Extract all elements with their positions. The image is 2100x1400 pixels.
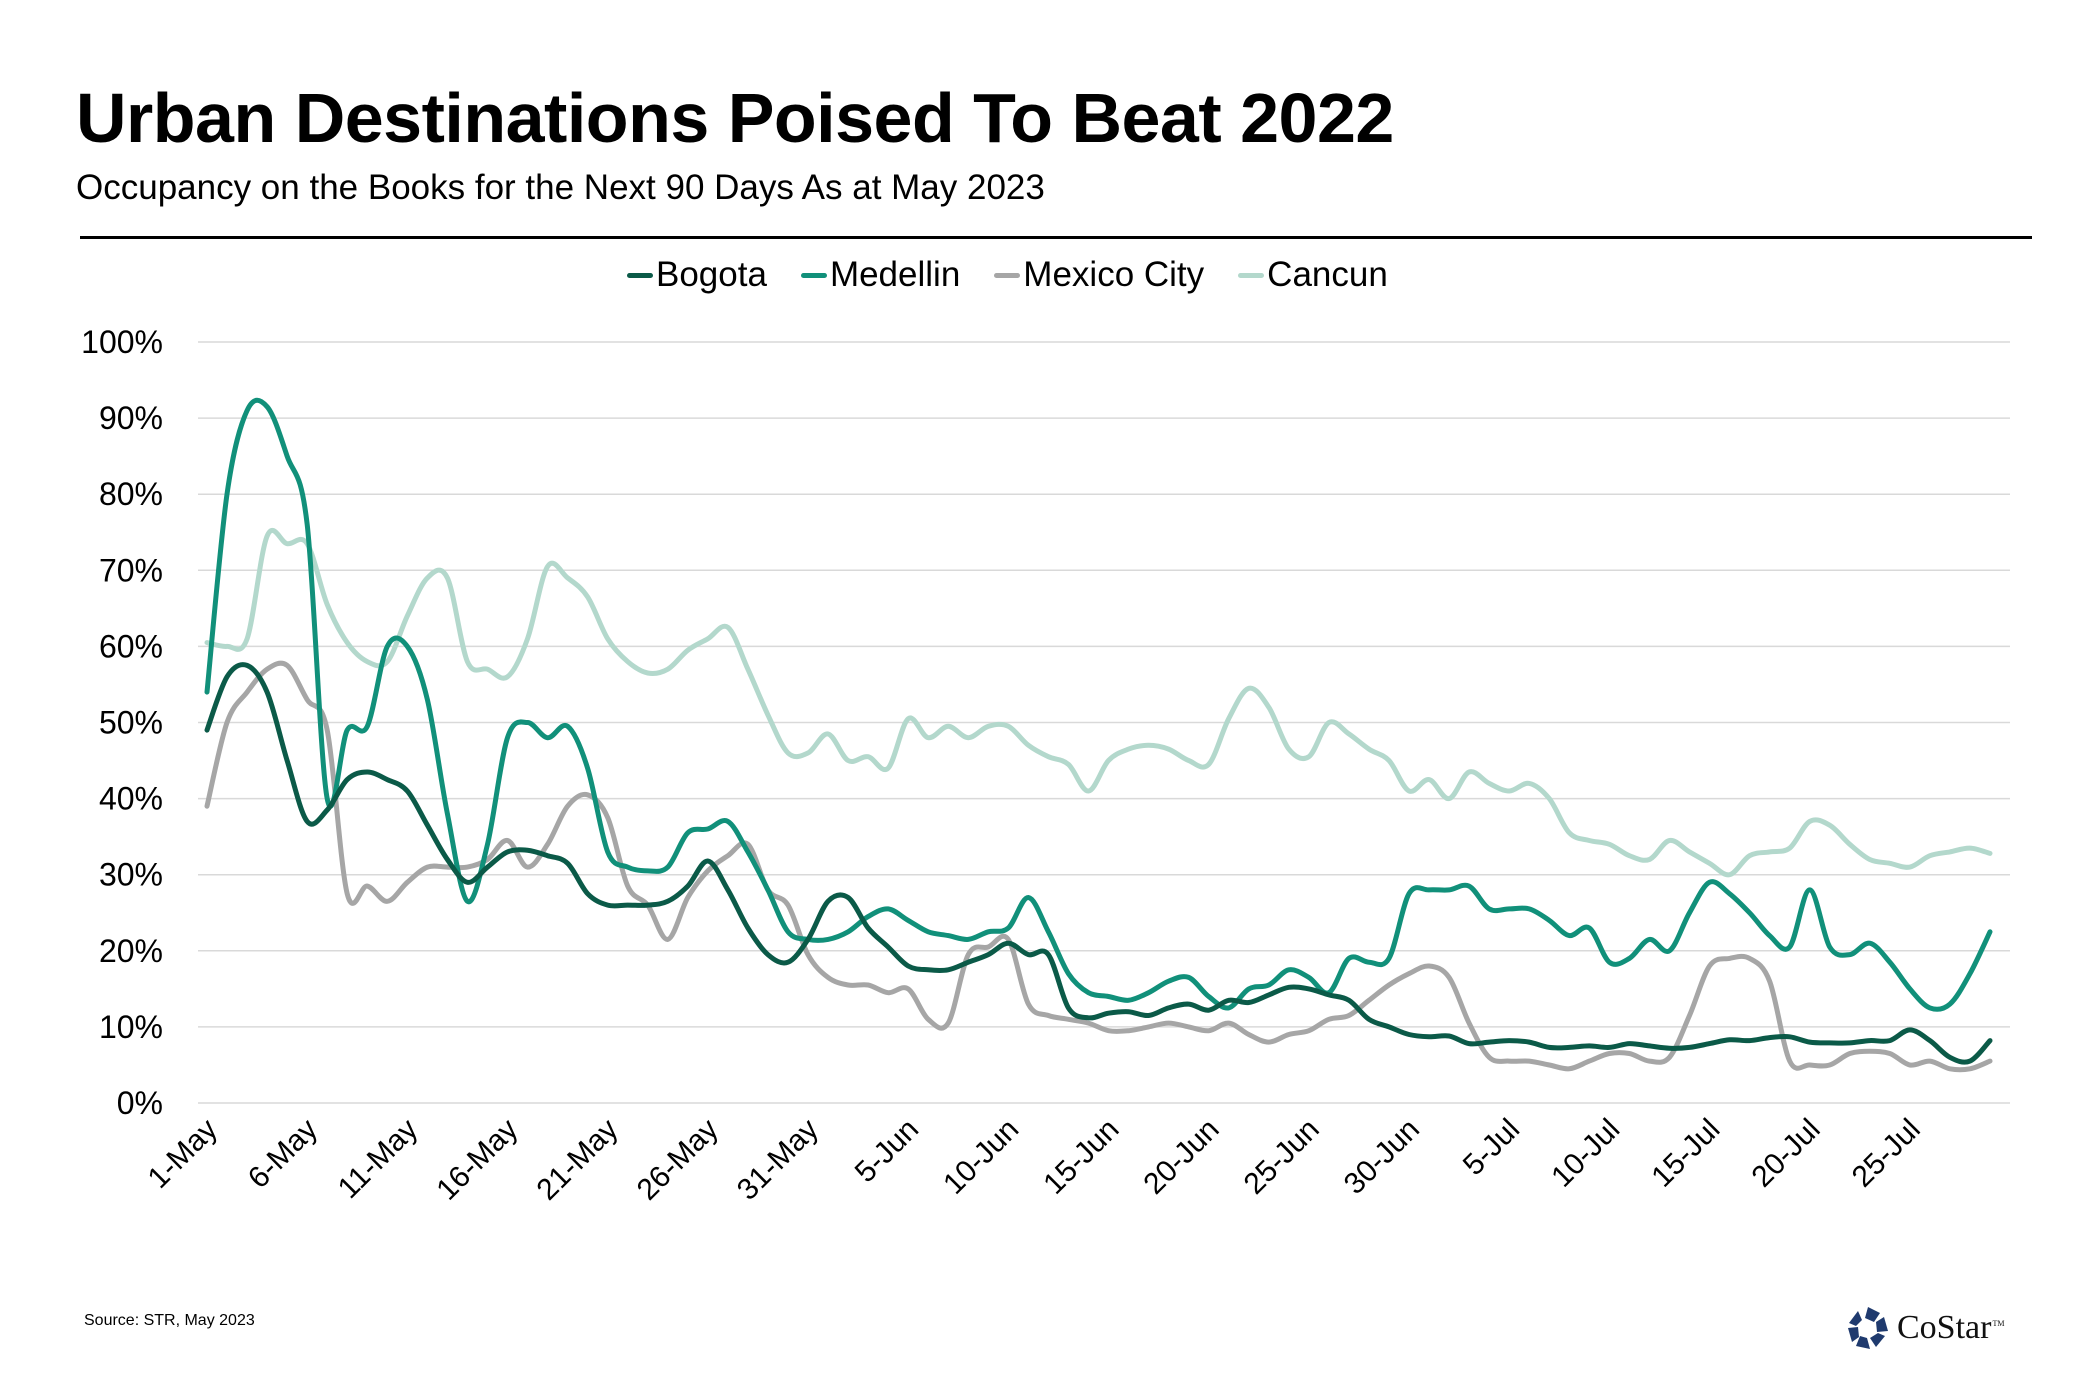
y-tick-label: 90% bbox=[99, 400, 163, 436]
y-tick-label: 100% bbox=[81, 324, 163, 360]
series-line-cancun bbox=[207, 530, 1990, 874]
x-tick-label: 6-May bbox=[242, 1113, 324, 1195]
x-tick-label: 10-Jun bbox=[937, 1113, 1025, 1201]
y-tick-label: 20% bbox=[99, 933, 163, 969]
costar-logo: CoStarTM bbox=[1845, 1305, 2004, 1351]
x-tick-label: 31-May bbox=[731, 1113, 825, 1207]
y-tick-label: 60% bbox=[99, 628, 163, 664]
series-line-medellin bbox=[207, 400, 1990, 1009]
x-tick-label: 16-May bbox=[430, 1113, 524, 1207]
x-tick-label: 30-Jun bbox=[1338, 1113, 1426, 1201]
x-tick-label: 11-May bbox=[332, 1113, 424, 1205]
x-tick-label: 20-Jul bbox=[1746, 1113, 1827, 1194]
y-tick-label: 70% bbox=[99, 552, 163, 588]
x-tick-label: 25-Jun bbox=[1238, 1113, 1326, 1201]
x-tick-label: 20-Jun bbox=[1137, 1113, 1225, 1201]
x-axis-ticks: 1-May 6-May 11-May 16-May 21-May 26-May 31-May… bbox=[142, 1113, 1927, 1207]
series-lines bbox=[207, 400, 1990, 1069]
y-axis-ticks: 0% 10% 20% 30% 40% 50% 60% 70% 80% 90% 100% bbox=[81, 324, 163, 1121]
y-tick-label: 80% bbox=[99, 476, 163, 512]
y-tick-label: 50% bbox=[99, 705, 163, 741]
logo-text: CoStarTM bbox=[1897, 1309, 2004, 1347]
source-note: Source: STR, May 2023 bbox=[84, 1312, 255, 1330]
y-tick-label: 40% bbox=[99, 781, 163, 817]
x-tick-label: 26-May bbox=[631, 1113, 725, 1207]
y-tick-label: 30% bbox=[99, 857, 163, 893]
x-tick-label: 21-May bbox=[531, 1113, 625, 1207]
x-tick-label: 10-Jul bbox=[1545, 1113, 1626, 1194]
gridlines bbox=[198, 342, 2010, 1103]
costar-star-icon bbox=[1845, 1305, 1891, 1351]
x-tick-label: 1-May bbox=[142, 1113, 224, 1195]
x-tick-label: 5-Jul bbox=[1457, 1113, 1526, 1182]
x-tick-label: 15-Jun bbox=[1037, 1113, 1125, 1201]
y-tick-label: 0% bbox=[117, 1085, 163, 1121]
x-tick-label: 25-Jul bbox=[1846, 1113, 1927, 1194]
y-tick-label: 10% bbox=[99, 1009, 163, 1045]
x-tick-label: 5-Jun bbox=[849, 1113, 925, 1189]
series-line-mexico-city bbox=[207, 663, 1990, 1070]
x-tick-label: 15-Jul bbox=[1645, 1113, 1726, 1194]
